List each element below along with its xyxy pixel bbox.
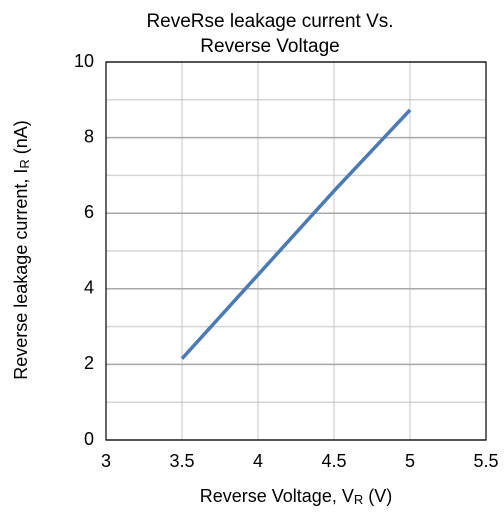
x-axis-label: Reverse Voltage, VR (V) (200, 486, 392, 508)
y-tick-label: 2 (84, 353, 94, 373)
chart-title: Reverse Voltage (200, 36, 339, 57)
y-tick-label: 6 (84, 202, 94, 222)
x-tick-label: 3 (101, 451, 111, 471)
chart-title: ReveRse leakage current Vs. (146, 11, 393, 32)
y-tick-label: 10 (74, 51, 94, 71)
x-tick-label: 3.5 (169, 451, 194, 471)
x-tick-label: 5.5 (473, 451, 498, 471)
y-axis-label: Reverse leakage current, IR (nA) (11, 120, 33, 380)
y-tick-label: 0 (84, 429, 94, 449)
y-tick-label: 4 (84, 278, 94, 298)
x-tick-label: 4 (253, 451, 263, 471)
plot-frame (105, 61, 487, 441)
y-tick-label: 8 (84, 126, 94, 146)
data-line (180, 108, 412, 360)
x-tick-label: 5 (405, 451, 415, 471)
x-tick-label: 4.5 (321, 451, 346, 471)
